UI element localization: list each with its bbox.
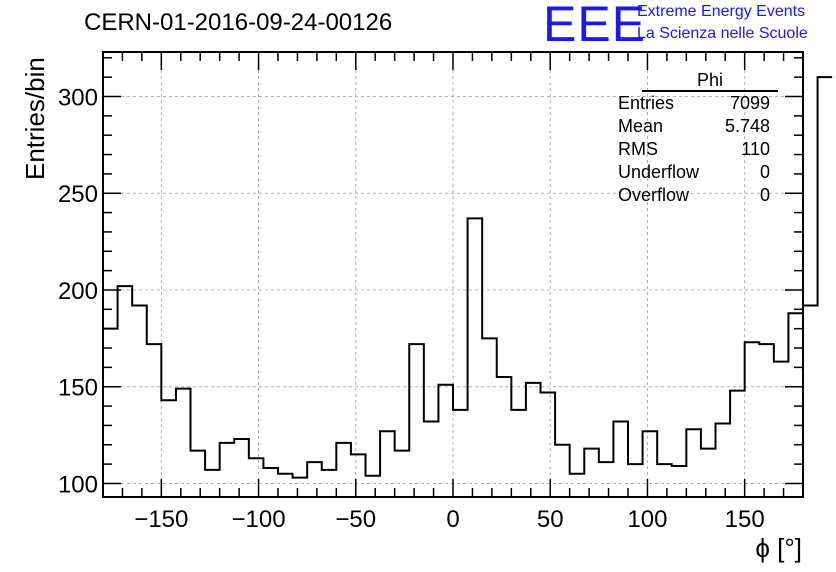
histogram-bin <box>191 451 206 497</box>
stats-label: Entries <box>618 93 675 113</box>
histogram-outline <box>103 76 833 479</box>
histogram-bin <box>366 476 381 497</box>
stats-value: 7099 <box>729 93 770 113</box>
histogram-bin <box>686 429 701 497</box>
stats-row: Overflow 0 <box>612 184 778 207</box>
axis-ticks <box>102 52 804 497</box>
histogram-bin <box>497 377 512 497</box>
histogram-bin <box>599 462 614 497</box>
stats-row: Entries 7099 <box>612 92 778 115</box>
x-tick-label: −50 <box>335 506 376 533</box>
histogram-bin <box>220 443 235 497</box>
x-tick-label: 100 <box>627 506 667 533</box>
stats-row: RMS 110 <box>612 138 778 161</box>
stats-value: 5.748 <box>724 116 770 136</box>
y-tick-label: 150 <box>58 375 98 402</box>
histogram-bin <box>395 451 410 497</box>
histogram-bin <box>103 329 118 497</box>
eee-logo: EEE <box>543 0 647 52</box>
stats-value: 110 <box>741 139 770 159</box>
stats-box-title: Phi <box>642 70 778 92</box>
stats-row: Underflow 0 <box>612 161 778 184</box>
histogram-bin <box>613 422 628 497</box>
plot-title: CERN-01-2016-09-24-00126 <box>84 9 393 36</box>
histogram-bin <box>351 454 366 497</box>
stats-label: RMS <box>618 139 658 159</box>
stats-box: Phi Entries 7099 Mean 5.748 RMS 110 Unde… <box>612 70 778 207</box>
histogram-bin <box>526 383 541 497</box>
histogram-bin <box>672 466 687 497</box>
y-tick-label: 200 <box>58 278 98 305</box>
histogram-bin <box>628 464 643 497</box>
histogram-bin <box>774 362 789 497</box>
y-tick-label: 300 <box>58 85 98 112</box>
histogram-bin <box>438 385 453 497</box>
histogram-bin <box>263 468 278 497</box>
histogram-bin <box>643 431 658 497</box>
histogram-bin <box>657 464 672 497</box>
x-axis-label: ϕ [°] <box>755 533 802 563</box>
histogram-bin <box>234 439 249 497</box>
stats-label: Overflow <box>618 185 690 205</box>
histogram-bin <box>570 474 585 497</box>
histogram-bin <box>424 422 439 497</box>
histogram-bin <box>147 344 162 497</box>
histogram-bin <box>745 342 760 497</box>
histogram-bin <box>176 389 191 497</box>
brand-line-1: Extreme Energy Events <box>637 3 806 20</box>
histogram-bin <box>468 218 483 497</box>
stats-row: Mean 5.748 <box>612 115 778 138</box>
histogram-bin <box>322 470 337 497</box>
histogram-bin <box>278 474 293 497</box>
y-axis-label: Entries/bin <box>20 57 50 180</box>
histogram-bin <box>555 445 570 497</box>
plot-frame <box>102 51 804 498</box>
histogram-bin <box>730 391 745 497</box>
histogram-bin <box>541 393 556 497</box>
x-tick-label: −150 <box>134 506 188 533</box>
histogram-bin <box>409 344 424 497</box>
stats-value: 0 <box>759 185 770 205</box>
histogram-bin <box>336 443 351 497</box>
histogram-bin <box>818 77 833 497</box>
stats-value: 0 <box>759 162 770 182</box>
x-tick-label: 50 <box>537 506 564 533</box>
histogram-bin <box>584 449 599 497</box>
histogram-bin <box>803 305 818 497</box>
y-tick-label: 100 <box>58 471 98 498</box>
x-tick-label: 0 <box>446 506 459 533</box>
histogram-bin <box>307 462 322 497</box>
histogram-bin <box>161 400 176 497</box>
x-tick-label: −100 <box>232 506 286 533</box>
stats-label: Mean <box>618 116 664 136</box>
brand-line-2: La Scienza nelle Scuole <box>637 25 808 42</box>
histogram-bin <box>380 431 395 497</box>
histogram-bin <box>701 449 716 497</box>
histogram-bin <box>293 478 308 497</box>
histogram-bin <box>482 338 497 497</box>
x-tick-labels: −150 −100 −50 0 50 100 150 <box>134 506 764 533</box>
histogram-bin <box>132 305 147 497</box>
histogram-bin <box>249 458 264 497</box>
histogram-bin <box>118 286 133 497</box>
histogram-bin <box>788 313 803 497</box>
x-tick-label: 150 <box>725 506 765 533</box>
stats-label: Underflow <box>618 162 700 182</box>
y-tick-labels: 100 150 200 250 300 <box>58 85 98 499</box>
y-tick-label: 250 <box>58 181 98 208</box>
histogram-bin <box>759 344 774 497</box>
histogram-bin <box>716 423 731 497</box>
